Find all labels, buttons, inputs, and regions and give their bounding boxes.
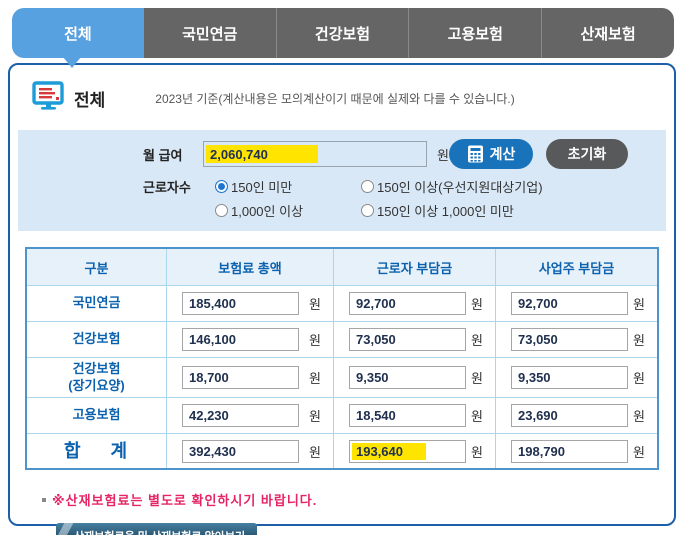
form-buttons: 계산 초기화 xyxy=(449,139,628,169)
radio-icon xyxy=(215,204,228,217)
health-worker-input[interactable] xyxy=(349,328,466,351)
employment-worker-input[interactable] xyxy=(349,404,466,427)
pension-worker-input[interactable] xyxy=(349,292,466,315)
radio-label: 150인 이상 1,000인 미만 xyxy=(377,204,514,219)
reset-button[interactable]: 초기화 xyxy=(546,139,628,169)
note-text: ※산재보험료는 별도로 확인하시기 바랍니다. xyxy=(52,493,318,508)
radio-150-to-1000[interactable]: 150인 이상 1,000인 미만 xyxy=(361,201,543,220)
input-form: 월 급여 원 xyxy=(18,130,666,231)
button-stripe-decoration xyxy=(56,523,76,535)
radio-label: 150인 이상(우선지원대상기업) xyxy=(377,180,543,195)
care-total-input[interactable] xyxy=(182,366,299,389)
row-label: 건강보험 xyxy=(27,321,166,357)
tab-employment-insurance[interactable]: 고용보험 xyxy=(408,8,542,58)
unit-label: 원 xyxy=(471,371,483,386)
row-label: 국민연금 xyxy=(27,285,166,321)
table-row-employment: 고용보험 원 원 원 xyxy=(27,397,657,433)
col-header-category: 구분 xyxy=(27,249,166,285)
row-label: 건강보험 (장기요양) xyxy=(27,357,166,397)
calculator-icon xyxy=(467,145,483,163)
workers-radio-group: 150인 미만 150인 이상(우선지원대상기업) 1,000인 이상 150인… xyxy=(215,177,543,220)
radio-over-150-priority[interactable]: 150인 이상(우선지원대상기업) xyxy=(361,177,543,196)
care-employer-input[interactable] xyxy=(511,366,628,389)
page-title: 전체 xyxy=(74,91,106,110)
table-header-row: 구분 보험료 총액 근로자 부담금 사업주 부담금 xyxy=(27,249,657,285)
tab-industrial-accident[interactable]: 산재보험 xyxy=(541,8,674,58)
care-worker-input[interactable] xyxy=(349,366,466,389)
link-button-label: 산재보험료율 및 산재보험료 알아보기 xyxy=(74,531,245,535)
table-row-health: 건강보험 원 원 원 xyxy=(27,321,657,357)
health-employer-input[interactable] xyxy=(511,328,628,351)
workers-label: 근로자수 xyxy=(143,180,191,195)
unit-label: 원 xyxy=(309,371,321,386)
panel-header: 전체 2023년 기준(계산내용은 모의계산이기 때문에 실제와 다를 수 있습… xyxy=(10,65,674,128)
employment-total-input[interactable] xyxy=(182,404,299,427)
industrial-accident-note: ※산재보험료는 별도로 확인하시기 바랍니다. xyxy=(42,490,674,509)
unit-label: 원 xyxy=(471,409,483,424)
unit-label: 원 xyxy=(471,444,483,460)
salary-unit: 원 xyxy=(437,147,449,163)
tab-bar: 전체 국민연금 건강보험 고용보험 산재보험 xyxy=(12,8,674,58)
salary-input-wrap xyxy=(203,141,428,167)
sum-employer-input[interactable] xyxy=(511,439,628,463)
tab-national-pension[interactable]: 국민연금 xyxy=(143,8,276,58)
calculator-panel: 전체 2023년 기준(계산내용은 모의계산이기 때문에 실제와 다를 수 있습… xyxy=(8,63,676,535)
radio-icon xyxy=(361,204,374,217)
salary-input[interactable] xyxy=(203,141,428,167)
active-tab-pointer xyxy=(63,57,81,68)
unit-label: 원 xyxy=(633,297,645,312)
unit-label: 원 xyxy=(309,297,321,312)
radio-icon xyxy=(361,180,374,193)
bullet-square-icon xyxy=(42,497,46,502)
unit-label: 원 xyxy=(633,409,645,424)
row-label: 고용보험 xyxy=(27,397,166,433)
unit-label: 원 xyxy=(309,409,321,424)
tab-all[interactable]: 전체 xyxy=(12,8,144,58)
page-subtitle: 2023년 기준(계산내용은 모의계산이기 때문에 실제와 다를 수 있습니다.… xyxy=(155,92,515,106)
pension-total-input[interactable] xyxy=(182,292,299,315)
unit-label: 원 xyxy=(633,444,645,460)
pension-employer-input[interactable] xyxy=(511,292,628,315)
workers-row: 근로자수 150인 미만 150인 이상(우선지원대상기업) 1,000인 이상 xyxy=(18,177,666,220)
total-row-label: 합 계 xyxy=(27,433,166,468)
unit-label: 원 xyxy=(633,333,645,348)
radio-label: 1,000인 이상 xyxy=(231,204,304,219)
salary-label: 월 급여 xyxy=(143,147,183,163)
calculate-button-label: 계산 xyxy=(489,146,516,162)
tab-health-insurance[interactable]: 건강보험 xyxy=(275,8,409,58)
monitor-icon xyxy=(32,81,66,116)
calculate-button[interactable]: 계산 xyxy=(449,139,533,169)
health-total-input[interactable] xyxy=(182,328,299,351)
unit-label: 원 xyxy=(309,444,321,460)
unit-label: 원 xyxy=(471,333,483,348)
sum-total-input[interactable] xyxy=(182,439,299,463)
unit-label: 원 xyxy=(633,371,645,386)
radio-under-150[interactable]: 150인 미만 xyxy=(215,177,361,196)
col-header-total: 보험료 총액 xyxy=(166,249,333,285)
industrial-rate-link-button[interactable]: 산재보험료율 및 산재보험료 알아보기 xyxy=(56,523,258,535)
radio-icon xyxy=(215,180,228,193)
col-header-worker: 근로자 부담금 xyxy=(333,249,495,285)
table-row-total: 합 계 원 원 원 xyxy=(27,433,657,468)
radio-over-1000[interactable]: 1,000인 이상 xyxy=(215,201,361,220)
radio-label: 150인 미만 xyxy=(231,180,293,195)
table-row-national-pension: 국민연금 원 원 원 xyxy=(27,285,657,321)
results-table: 구분 보험료 총액 근로자 부담금 사업주 부담금 국민연금 원 원 원 건강보… xyxy=(25,247,659,470)
unit-label: 원 xyxy=(471,297,483,312)
employment-employer-input[interactable] xyxy=(511,404,628,427)
sum-worker-input[interactable] xyxy=(349,439,466,463)
col-header-employer: 사업주 부담금 xyxy=(495,249,657,285)
table-row-longterm-care: 건강보험(장기요양) 원 원 원 xyxy=(27,357,657,397)
salary-row: 월 급여 원 xyxy=(18,139,666,169)
unit-label: 원 xyxy=(309,333,321,348)
